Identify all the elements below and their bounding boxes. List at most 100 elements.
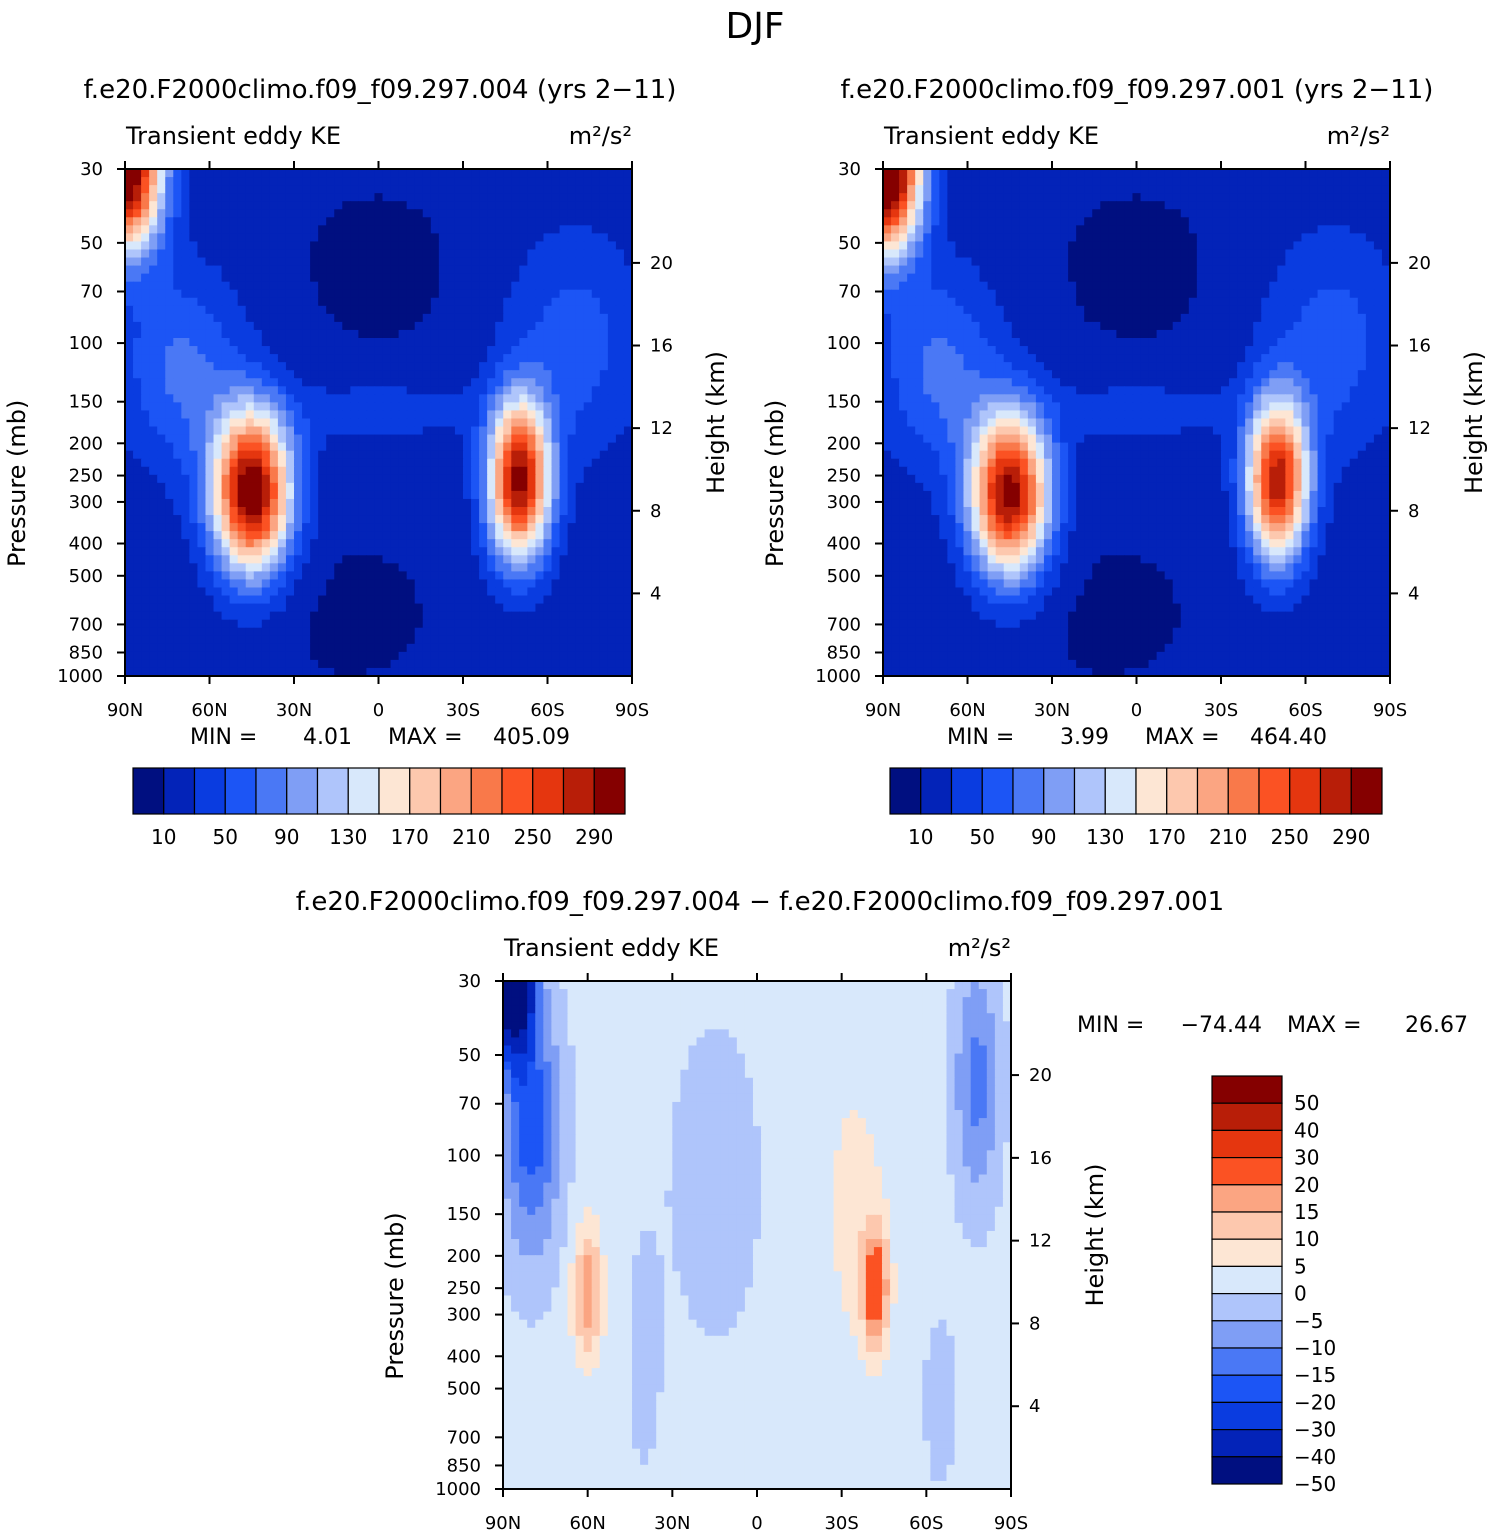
contour-cell xyxy=(511,450,520,460)
contour-cell xyxy=(1381,185,1391,194)
contour-cell xyxy=(446,539,456,548)
contour-cell xyxy=(535,555,545,564)
contour-cell xyxy=(285,450,295,460)
contour-cell xyxy=(197,225,207,234)
contour-cell xyxy=(446,370,456,379)
contour-cell xyxy=(591,281,601,291)
contour-cell xyxy=(599,643,609,653)
contour-cell xyxy=(294,297,303,307)
contour-cell xyxy=(623,458,633,468)
contour-cell xyxy=(899,225,908,234)
pressure-tick-label: 30 xyxy=(80,159,103,180)
contour-cell xyxy=(141,619,150,629)
contour-cell xyxy=(543,281,553,291)
contour-cell xyxy=(1068,281,1077,291)
contour-cell xyxy=(261,217,271,226)
contour-cell xyxy=(302,595,311,605)
contour-cell xyxy=(591,563,601,572)
contour-cell xyxy=(141,281,150,291)
contour-cell xyxy=(615,611,625,621)
contour-cell xyxy=(1027,257,1037,267)
contour-cell xyxy=(398,354,408,363)
contour-cell xyxy=(261,185,271,194)
contour-cell xyxy=(471,257,480,267)
contour-cell xyxy=(591,587,601,597)
contour-cell xyxy=(125,474,134,484)
contour-cell xyxy=(487,571,496,581)
contour-cell xyxy=(567,523,577,532)
contour-cell xyxy=(237,635,247,645)
contour-cell xyxy=(157,305,166,315)
contour-cell xyxy=(326,595,335,605)
contour-cell xyxy=(165,515,174,524)
contour-cell xyxy=(237,378,247,387)
contour-cell xyxy=(390,362,400,371)
contour-cell xyxy=(1212,185,1222,194)
contour-cell xyxy=(414,313,424,323)
contour-cell xyxy=(133,643,142,653)
contour-cell xyxy=(181,539,190,548)
contour-cell xyxy=(1132,177,1142,186)
contour-cell xyxy=(471,643,480,653)
contour-cell xyxy=(583,394,593,403)
contour-cell xyxy=(623,531,633,540)
contour-cell xyxy=(1221,281,1230,291)
contour-cell xyxy=(1357,281,1367,291)
contour-cell xyxy=(310,169,319,178)
contour-cell xyxy=(463,611,472,621)
contour-cell xyxy=(125,402,134,412)
contour-cell xyxy=(543,370,553,379)
contour-cell xyxy=(253,466,263,476)
contour-cell xyxy=(1068,201,1077,210)
contour-cell xyxy=(559,346,569,355)
contour-cell xyxy=(253,523,263,532)
contour-cell xyxy=(197,515,207,524)
contour-cell xyxy=(237,249,247,259)
contour-cell xyxy=(527,563,537,572)
contour-cell xyxy=(615,209,625,218)
contour-cell xyxy=(374,547,384,556)
contour-cell xyxy=(446,329,456,339)
contour-cell xyxy=(149,185,158,194)
contour-cell xyxy=(334,659,343,669)
contour-cell xyxy=(334,297,343,307)
contour-cell xyxy=(1068,185,1077,194)
contour-cell xyxy=(205,265,215,275)
contour-cell xyxy=(213,241,223,251)
contour-cell xyxy=(390,402,400,412)
contour-cell xyxy=(221,281,231,291)
contour-cell xyxy=(583,450,593,460)
contour-cell xyxy=(1011,177,1021,186)
contour-cell xyxy=(197,378,207,387)
contour-cell xyxy=(326,297,335,307)
contour-cell xyxy=(615,338,625,347)
contour-cell xyxy=(591,402,601,412)
contour-cell xyxy=(269,442,279,452)
contour-cell xyxy=(535,442,545,452)
contour-cell xyxy=(245,370,255,379)
contour-cell xyxy=(229,217,239,226)
contour-cell xyxy=(479,466,488,476)
contour-cell xyxy=(1365,273,1375,283)
contour-cell xyxy=(551,370,561,379)
contour-cell xyxy=(430,346,440,355)
contour-cell xyxy=(511,555,520,564)
contour-cell xyxy=(173,185,182,194)
contour-cell xyxy=(599,627,609,637)
contour-cell xyxy=(205,217,215,226)
contour-cell xyxy=(318,418,327,428)
contour-cell xyxy=(181,386,190,395)
contour-cell xyxy=(133,450,142,460)
contour-cell xyxy=(165,603,174,613)
contour-cell xyxy=(141,201,150,210)
contour-cell xyxy=(575,386,585,395)
contour-cell xyxy=(607,595,617,605)
contour-cell xyxy=(133,225,142,234)
contour-cell xyxy=(181,434,190,444)
contour-cell xyxy=(567,603,577,613)
contour-cell xyxy=(398,233,408,243)
contour-cell xyxy=(398,490,408,500)
contour-cell xyxy=(133,563,142,572)
contour-cell xyxy=(503,498,512,508)
contour-cell xyxy=(575,225,585,234)
